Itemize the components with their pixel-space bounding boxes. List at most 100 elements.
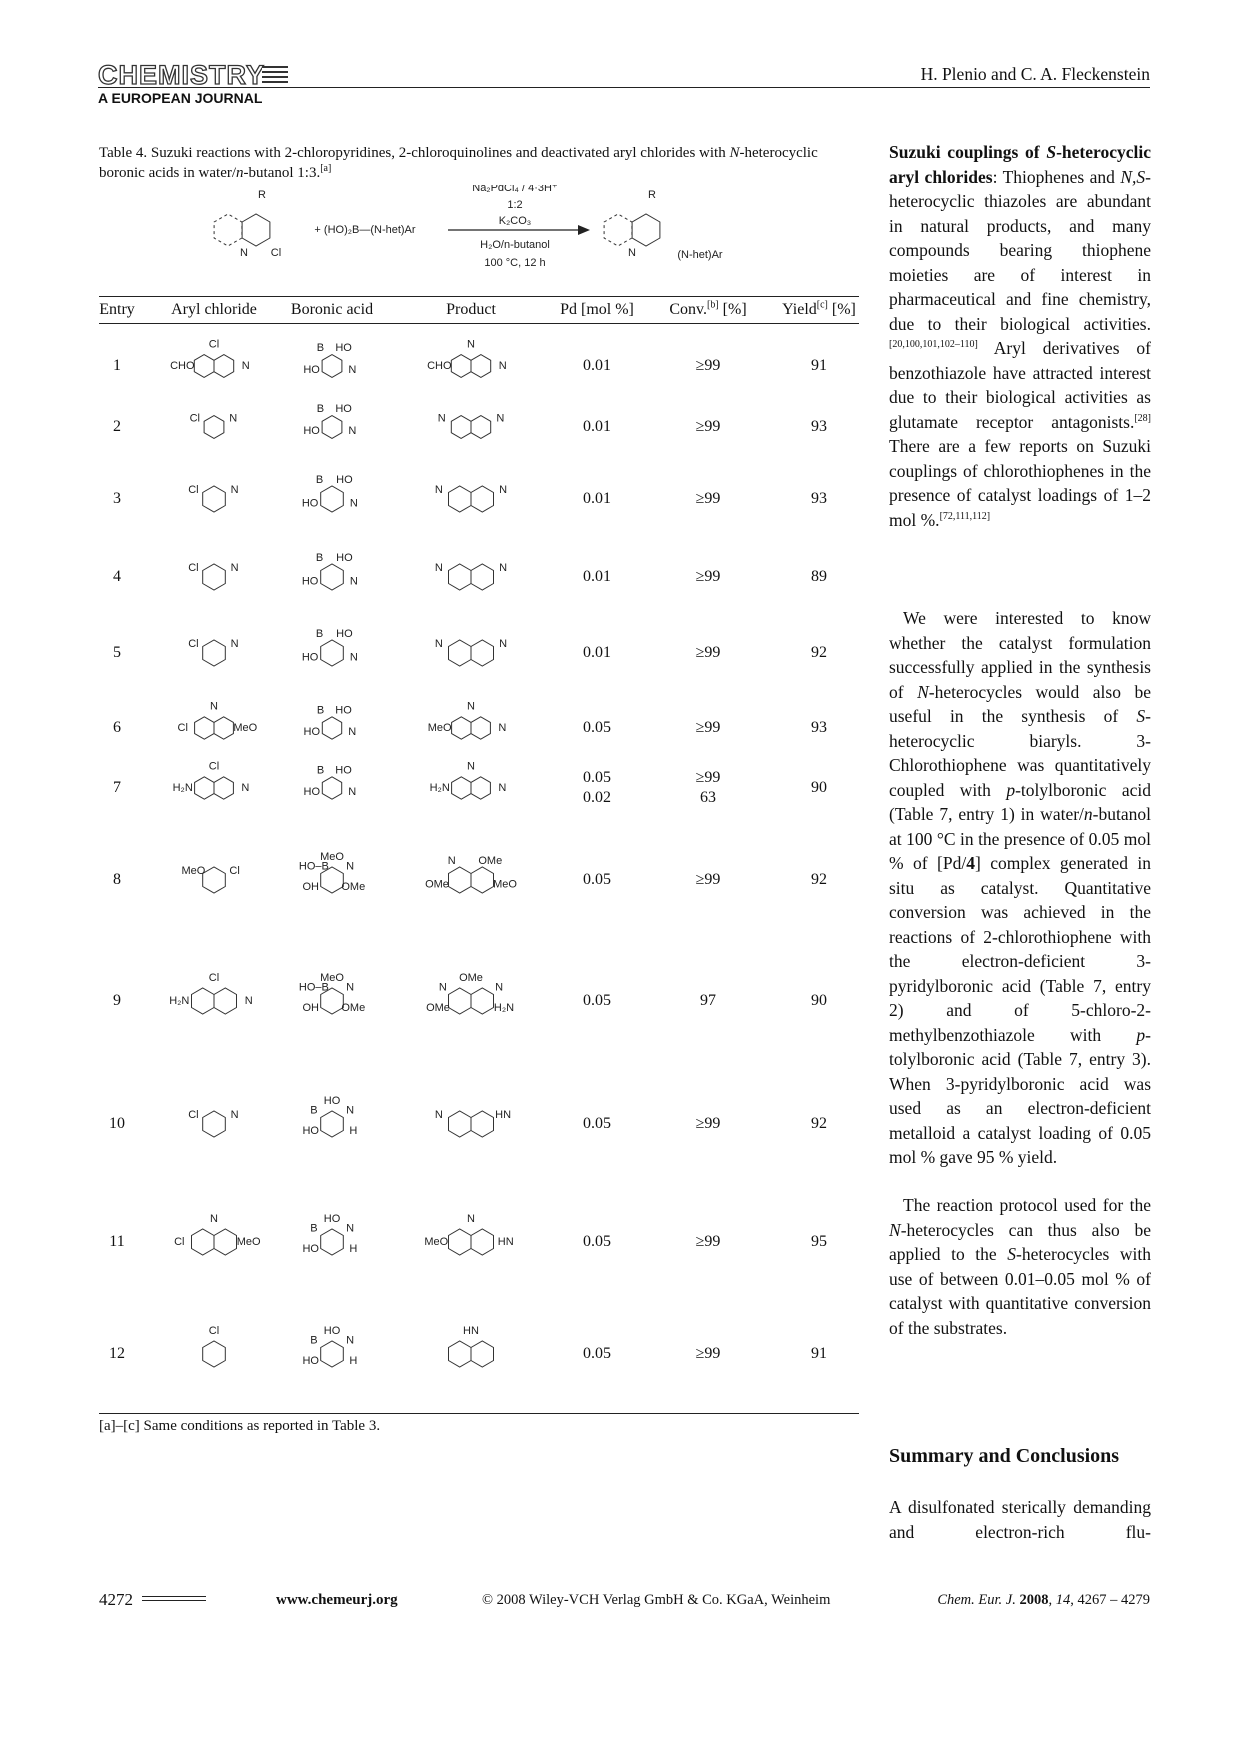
conversion: ≥99 [695,418,721,435]
atom-label: HO [324,1325,341,1337]
atom-label: N [348,726,356,738]
ring [320,1228,344,1256]
atom-label: B [310,1104,317,1116]
atom-label: N [346,1334,354,1346]
pd-loading: 0.05 [583,871,611,888]
entry: 12 [109,1345,125,1362]
atom-label: N [348,364,356,376]
footer-url: www.chemeurj.org [276,1592,398,1608]
pd-loading: 0.01 [583,418,611,435]
conversion: 63 [700,789,716,806]
structure: H₂N N N [430,761,506,800]
atom-label: HO [304,786,321,798]
atom-label: MeO [428,722,452,734]
yield: 95 [811,1233,827,1250]
ring [202,639,226,667]
atom-label: HO [302,1125,319,1137]
text-run: : Thiophenes and [992,166,1121,187]
entry: 8 [113,871,121,888]
text-run: Suzuki couplings of [889,142,1047,162]
ring [448,1228,472,1256]
text-run: n [236,165,244,181]
atom-label: OMe [426,1002,450,1014]
atom-label: Cl [188,638,198,650]
atom-label: H [349,1243,357,1255]
atom-label: N [435,1109,443,1121]
scheme-condition: K₂CO₃ [499,215,532,227]
yield: 92 [811,1115,827,1132]
ring [448,987,472,1015]
ring [470,1228,494,1256]
ring [213,213,243,247]
atom-label: N [435,484,443,496]
ring [194,776,215,800]
yield: 90 [811,779,827,796]
ring [470,639,494,667]
atom-label: N [499,638,507,650]
atom-label: CHO [170,360,195,372]
structure: Cl N MeO [178,701,258,740]
atom-label: N [439,981,447,993]
ring [202,1340,226,1368]
column-header-unit: [%] [827,301,856,318]
structure: HO B HO N [302,474,358,513]
pd-loading: 0.05 [583,1233,611,1250]
atom-label: Cl [188,484,198,496]
entry: 11 [109,1233,125,1250]
conversion: ≥99 [695,719,721,736]
reaction-scheme: R N Cl + (HO)₂B—(N-het)Ar Na₂PdCl₄ / 4·3H⁺ 1:… [213,185,723,269]
atom-label: N [348,786,356,798]
ring [213,354,235,378]
column-header-text: Pd [mol %] [560,301,634,318]
text-run: 2008 [1019,1592,1049,1608]
pd-loading: 0.05 [583,992,611,1009]
atom-label: HO [336,552,353,564]
yield: 91 [811,1345,827,1362]
atom-label: OMe [341,881,365,893]
ring [320,1110,344,1138]
text-run: [28] [1134,412,1151,424]
pd-loading: 0.01 [583,490,611,507]
arrow-head [578,225,590,235]
atom-label: B [317,704,324,716]
atom-label: H₂N [169,995,189,1007]
text-run: S [1046,142,1057,162]
text-run: -heterocyclic boronic acids in water/ [99,145,818,181]
atom-label: OMe [459,972,483,984]
atom-label: CHO [427,360,452,372]
atom-label: N [346,1104,354,1116]
entry: 5 [113,644,121,661]
logo-lines [262,66,288,86]
atom-label: N [350,497,358,509]
atom-label: N [346,981,354,993]
text-run: N [917,681,929,702]
structure: Cl [202,1325,226,1368]
atom-label: HO [302,651,319,663]
atom-label: N [498,722,506,734]
text-run: The reaction protocol used for the [903,1195,1151,1215]
atom-label: HO [324,1095,341,1107]
atom-label: HO–B [299,981,329,993]
atom-label: Cl [209,1325,219,1337]
ring [321,354,343,378]
text-run: , [1048,1592,1056,1608]
pd-loading: 0.05 [583,719,611,736]
atom-label: N [495,981,503,993]
atom-label: B [317,764,324,776]
atom-label: HO [302,497,319,509]
structure: H₂N Cl N [173,761,249,800]
ring [241,213,271,247]
scheme-label: R [258,189,266,201]
ring [320,987,344,1015]
atom-label: HO [302,1243,319,1255]
section-heading: Summary and Conclusions [889,1445,1120,1467]
column-header-text: Aryl chloride [171,301,257,318]
ring [213,987,237,1015]
table-bottom-rule [99,1413,859,1414]
pd-loading: 0.01 [583,644,611,661]
conversion: ≥99 [695,644,721,661]
atom-label: HO [302,575,319,587]
atom-label: H₂N [430,782,450,794]
structure: OMe N OMe N H₂N [426,972,514,1015]
